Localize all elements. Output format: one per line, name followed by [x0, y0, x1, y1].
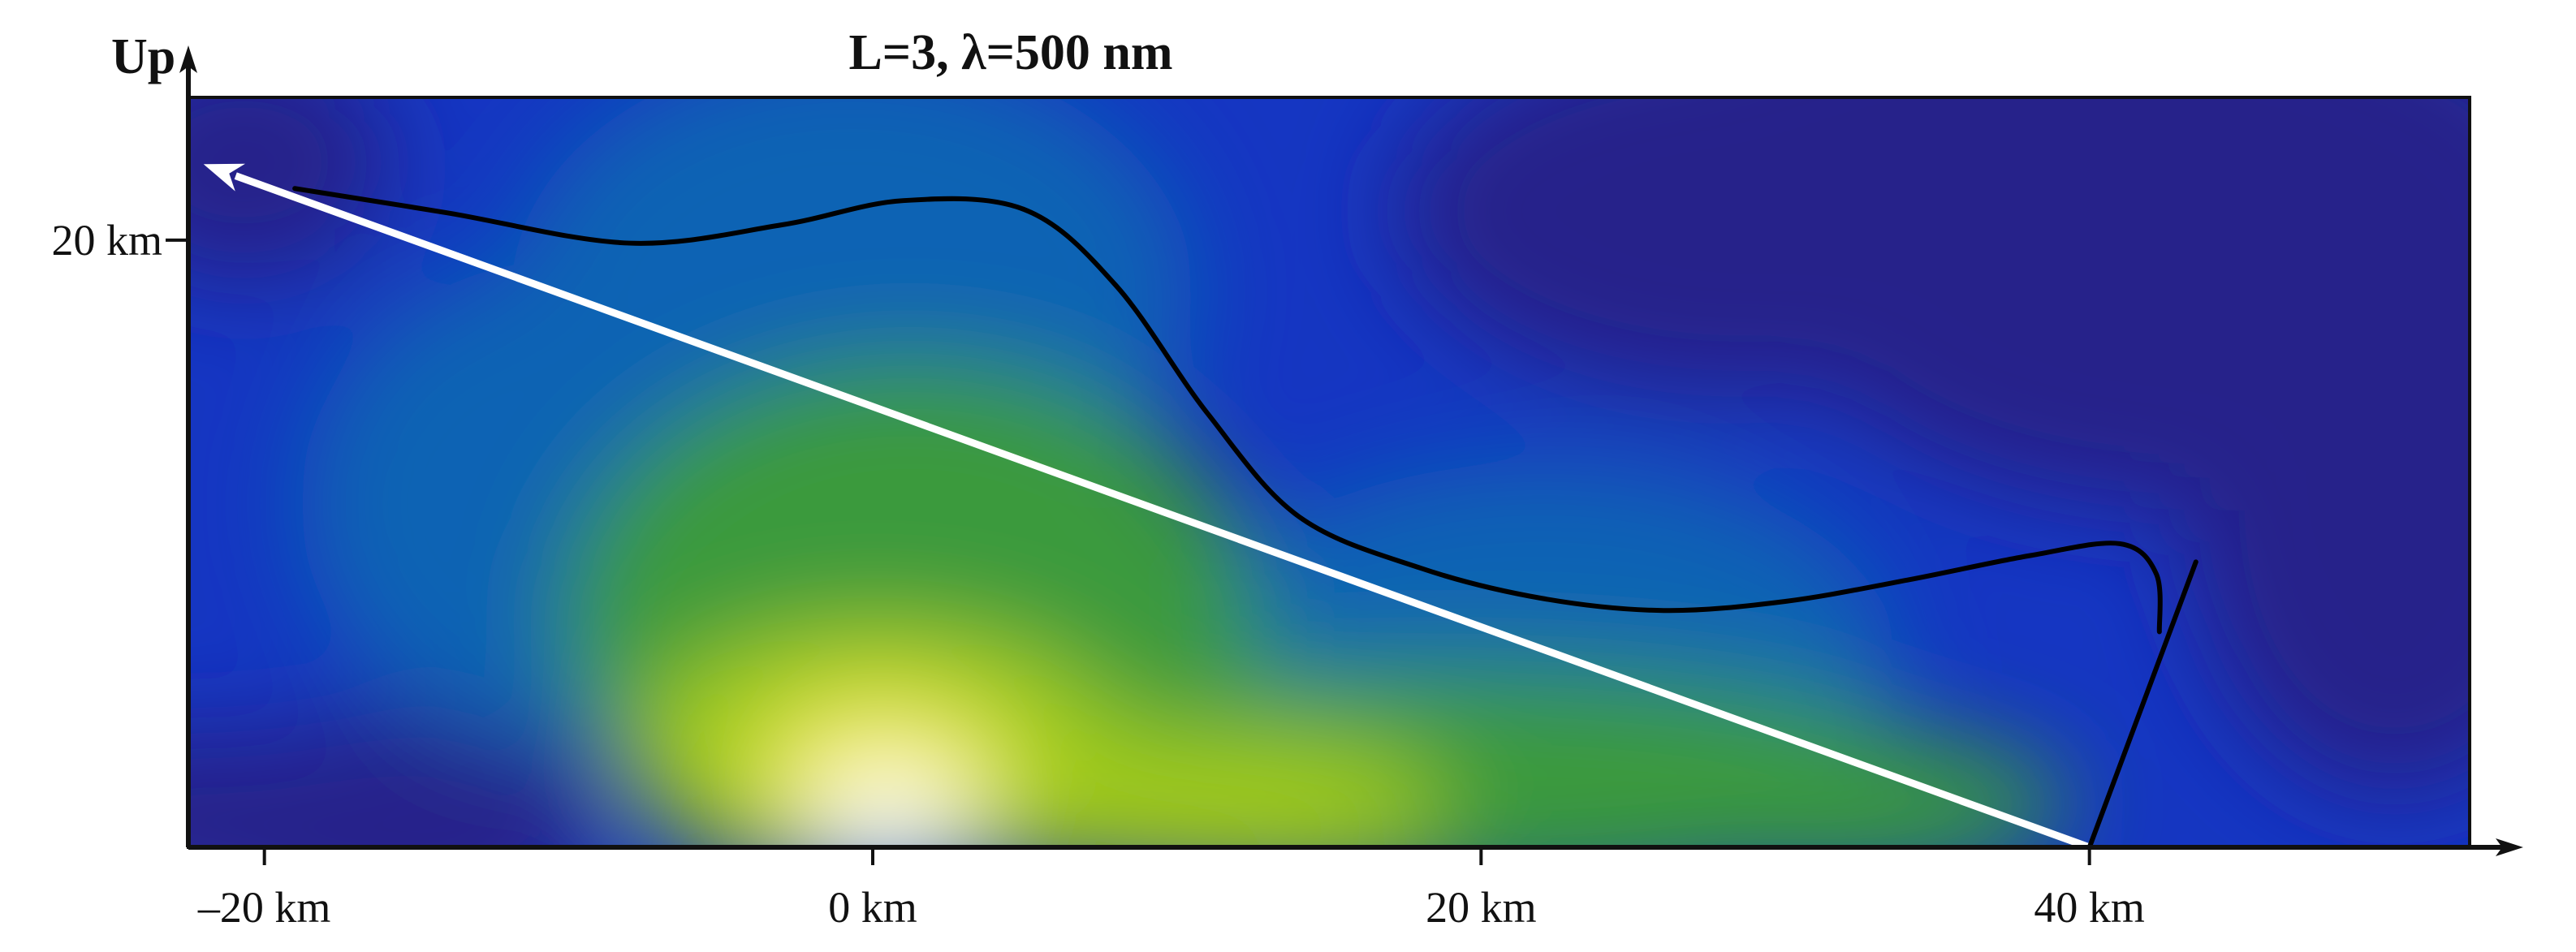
axes — [179, 45, 2523, 856]
heatmap-cell — [816, 771, 962, 847]
x-tick-label: 0 km — [828, 883, 917, 932]
x-tick-label: –20 km — [197, 883, 331, 932]
y-axis-arrowhead — [179, 45, 197, 73]
x-axis-arrowhead — [2496, 838, 2523, 856]
intensity-profile-line — [292, 186, 2163, 635]
heatmap-cell — [1396, 97, 2095, 398]
x-tick-label: 20 km — [1426, 883, 1537, 932]
heatmap-field — [188, 97, 2470, 847]
ticks: –20 km 0 km 20 km 40 km 20 km — [51, 216, 2144, 932]
line-of-sight-arrowhead — [203, 163, 245, 192]
line-of-sight-arrow — [234, 172, 2091, 847]
heatmap-cell — [2184, 211, 2470, 795]
series-layer — [203, 163, 2198, 847]
y-tick-label: 20 km — [51, 216, 162, 265]
heatmap-cell — [909, 730, 1445, 847]
y-axis-title: Up — [111, 29, 175, 84]
heatmap-cell — [188, 714, 601, 847]
heatmap-cell — [1583, 730, 2070, 847]
x-tick-label: 40 km — [2034, 883, 2145, 932]
chart-title: L=3, λ=500 nm — [848, 25, 1172, 80]
heatmap-cell — [188, 97, 390, 284]
reference-line-line — [2086, 559, 2198, 847]
